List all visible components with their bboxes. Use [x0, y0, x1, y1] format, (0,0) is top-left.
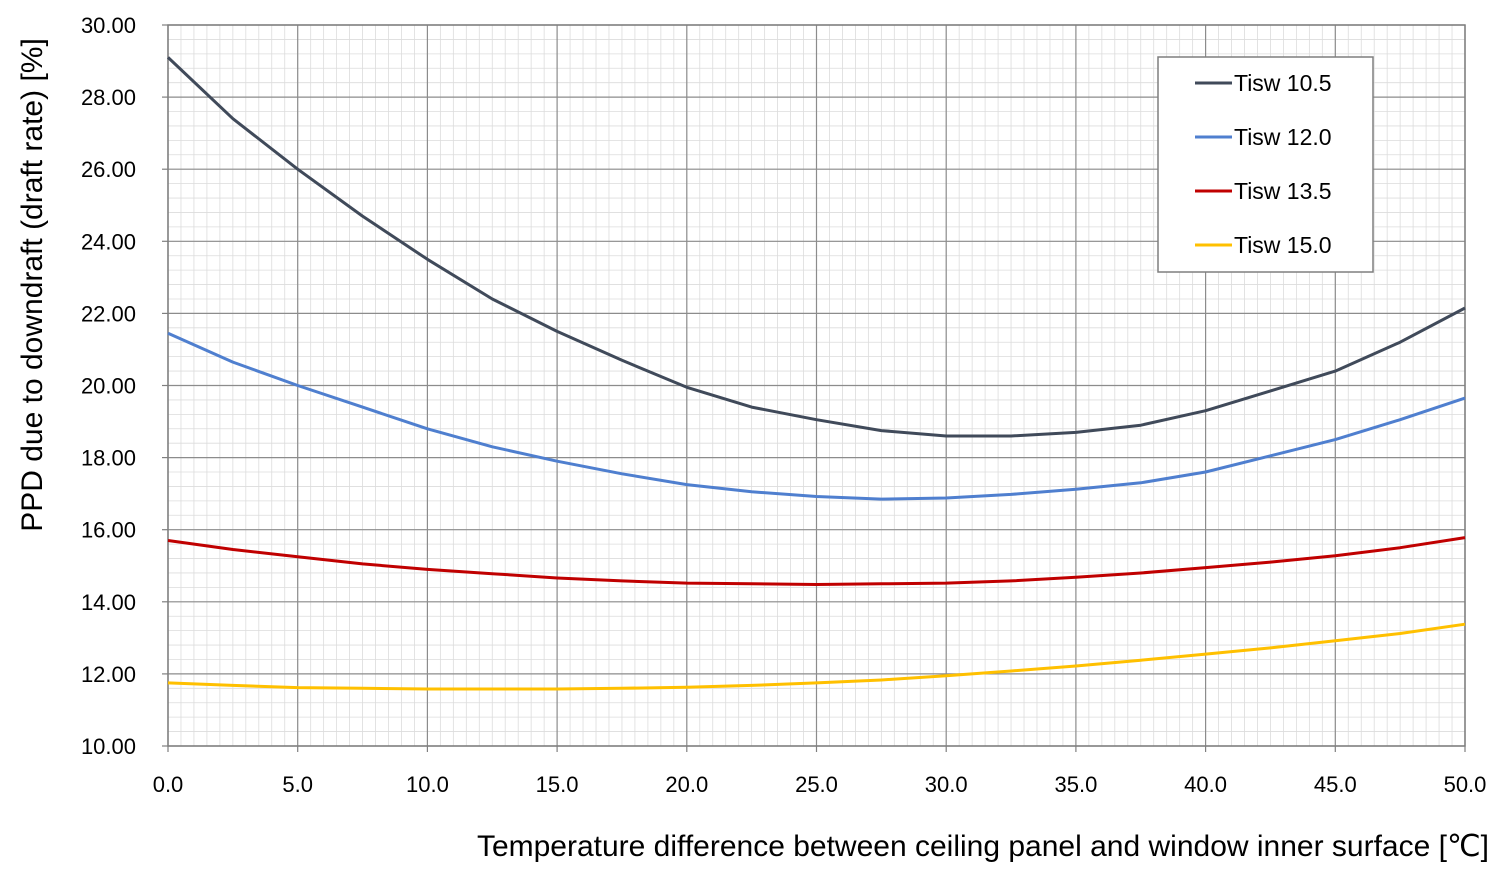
- y-tick-label: 30.00: [81, 13, 136, 38]
- x-tick-label: 50.0: [1444, 772, 1487, 797]
- y-tick-label: 14.00: [81, 590, 136, 615]
- y-tick-label: 18.00: [81, 446, 136, 471]
- y-axis-label: PPD due to downdraft (draft rate) [%]: [16, 38, 49, 532]
- y-tick-label: 20.00: [81, 374, 136, 399]
- legend-box: [1157, 56, 1374, 273]
- x-tick-label: 15.0: [536, 772, 579, 797]
- y-tick-label: 22.00: [81, 301, 136, 326]
- x-tick-label: 10.0: [406, 772, 449, 797]
- x-axis: 0.0 5.0 10.0 15.0 20.0 25.0 30.0 35.0 40.0 45.0 50…: [153, 746, 1487, 797]
- x-tick-label: 25.0: [795, 772, 838, 797]
- legend: Tisw 10.5 Tisw 12.0 Tisw 13.5 Tisw 15.0: [1157, 56, 1374, 273]
- x-tick-label: 5.0: [282, 772, 313, 797]
- x-tick-label: 40.0: [1184, 772, 1227, 797]
- series-line-2: [167, 331, 1466, 501]
- x-tick-label: 30.0: [925, 772, 968, 797]
- y-tick-label: 16.00: [81, 518, 136, 543]
- series-line-1: [166, 56, 1466, 438]
- legend-label: Tisw 15.0: [1234, 232, 1332, 258]
- y-axis: 10.00 12.00 14.00 16.00 18.00 20.00 22.00 24.00…: [81, 13, 168, 759]
- legend-label: Tisw 12.0: [1234, 124, 1332, 150]
- x-tick-label: 35.0: [1054, 772, 1097, 797]
- y-tick-label: 24.00: [81, 229, 136, 254]
- x-tick-label: 45.0: [1314, 772, 1357, 797]
- x-tick-label: 20.0: [665, 772, 708, 797]
- y-tick-label: 10.00: [81, 734, 136, 759]
- series-lines: [166, 56, 1466, 691]
- legend-label: Tisw 10.5: [1234, 70, 1332, 96]
- y-tick-label: 26.00: [81, 157, 136, 182]
- x-tick-label: 0.0: [153, 772, 184, 797]
- series-line-4: [167, 622, 1466, 691]
- x-axis-label: Temperature difference between ceiling p…: [477, 830, 1489, 863]
- y-tick-label: 28.00: [81, 85, 136, 110]
- series-line-3: [167, 536, 1466, 586]
- y-tick-label: 12.00: [81, 662, 136, 687]
- legend-label: Tisw 13.5: [1234, 178, 1332, 204]
